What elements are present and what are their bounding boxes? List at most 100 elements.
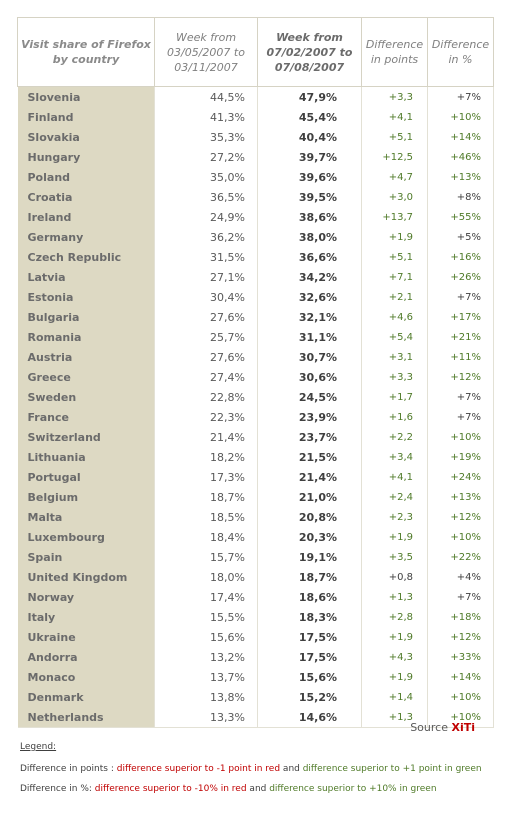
firefox-share-table: Visit share of Firefox by country Week f… [17,17,494,728]
table-row: Belgium 18,7% 21,0% +2,4 +13% [17,487,494,507]
cell-week2: 36,6% [257,247,362,267]
cell-diff-pct: +22% [427,547,494,567]
legend-points-green: difference superior to +1 point in green [302,764,482,774]
cell-week1: 36,5% [154,187,258,207]
cell-week1: 41,3% [154,107,258,127]
legend-pct-red: difference superior to -10% in red [94,784,247,794]
cell-week2: 19,1% [257,547,362,567]
cell-week1: 17,3% [154,467,258,487]
cell-diff-points: +2,4 [361,487,428,507]
cell-country: Austria [17,347,155,367]
cell-week2: 39,5% [257,187,362,207]
cell-country: Malta [17,507,155,527]
cell-diff-points: +2,8 [361,607,428,627]
cell-week2: 20,8% [257,507,362,527]
cell-country: Switzerland [17,427,155,447]
cell-diff-points: +1,9 [361,527,428,547]
cell-diff-points: +1,4 [361,687,428,707]
cell-diff-points: +3,3 [361,86,428,107]
table-row: Slovenia 44,5% 47,9% +3,3 +7% [17,86,494,107]
cell-diff-points: +1,9 [361,627,428,647]
cell-week1: 44,5% [154,86,258,107]
cell-week1: 17,4% [154,587,258,607]
cell-week2: 47,9% [257,86,362,107]
cell-diff-pct: +10% [427,687,494,707]
cell-diff-points: +3,5 [361,547,428,567]
cell-week2: 21,5% [257,447,362,467]
cell-country: Andorra [17,647,155,667]
source-brand: XiTi [451,721,475,734]
cell-week1: 15,7% [154,547,258,567]
cell-week1: 21,4% [154,427,258,447]
cell-diff-pct: +10% [427,107,494,127]
cell-diff-points: +1,3 [361,587,428,607]
legend-title: Legend: [20,742,57,752]
cell-country: France [17,407,155,427]
cell-diff-pct: +12% [427,367,494,387]
cell-week1: 18,0% [154,567,258,587]
table-row: Monaco 13,7% 15,6% +1,9 +14% [17,667,494,687]
cell-week2: 14,6% [257,707,362,728]
cell-week2: 23,9% [257,407,362,427]
cell-diff-points: +1,9 [361,667,428,687]
legend-line-points: Difference in points : difference superi… [20,764,482,774]
legend-pct-green: difference superior to +10% in green [269,784,437,794]
cell-diff-points: +7,1 [361,267,428,287]
cell-week2: 38,6% [257,207,362,227]
cell-diff-pct: +12% [427,507,494,527]
cell-diff-pct: +21% [427,327,494,347]
cell-week2: 39,7% [257,147,362,167]
cell-week1: 13,7% [154,667,258,687]
cell-diff-pct: +7% [427,287,494,307]
cell-diff-pct: +55% [427,207,494,227]
cell-week2: 34,2% [257,267,362,287]
table-row: Ukraine 15,6% 17,5% +1,9 +12% [17,627,494,647]
cell-diff-points: +4,3 [361,647,428,667]
cell-week2: 17,5% [257,647,362,667]
cell-diff-pct: +10% [427,527,494,547]
table-row: Finland 41,3% 45,4% +4,1 +10% [17,107,494,127]
cell-country: Monaco [17,667,155,687]
source-credit: Source XiTi [17,721,475,734]
table-row: Spain 15,7% 19,1% +3,5 +22% [17,547,494,567]
cell-diff-points: +3,1 [361,347,428,367]
cell-diff-pct: +7% [427,407,494,427]
table-row: Sweden 22,8% 24,5% +1,7 +7% [17,387,494,407]
legend-pct-and: and [246,784,270,794]
table-row: Croatia 36,5% 39,5% +3,0 +8% [17,187,494,207]
table-row: Lithuania 18,2% 21,5% +3,4 +19% [17,447,494,467]
table-body: Slovenia 44,5% 47,9% +3,3 +7% Finland 41,3% 45,… [17,86,494,728]
cell-diff-pct: +7% [427,387,494,407]
legend-points-red: difference superior to -1 point in red [116,764,281,774]
table-row: United Kingdom 18,0% 18,7% +0,8 +4% [17,567,494,587]
cell-week2: 20,3% [257,527,362,547]
cell-country: Hungary [17,147,155,167]
cell-diff-pct: +10% [427,427,494,447]
cell-country: Luxembourg [17,527,155,547]
cell-week1: 18,4% [154,527,258,547]
cell-week1: 13,2% [154,647,258,667]
table-row: Latvia 27,1% 34,2% +7,1 +26% [17,267,494,287]
cell-diff-pct: +5% [427,227,494,247]
header-diff-points: Difference in points [361,17,428,87]
cell-country: Germany [17,227,155,247]
cell-week2: 30,6% [257,367,362,387]
cell-diff-pct: +7% [427,86,494,107]
cell-week2: 32,1% [257,307,362,327]
cell-diff-points: +5,1 [361,127,428,147]
cell-week2: 17,5% [257,627,362,647]
cell-week2: 24,5% [257,387,362,407]
header-week2: Week from 07/02/2007 to 07/08/2007 [257,17,362,87]
cell-diff-points: +1,6 [361,407,428,427]
table-row: France 22,3% 23,9% +1,6 +7% [17,407,494,427]
cell-week2: 32,6% [257,287,362,307]
cell-country: Sweden [17,387,155,407]
cell-diff-points: +12,5 [361,147,428,167]
cell-diff-pct: +16% [427,247,494,267]
cell-diff-points: +3,3 [361,367,428,387]
table-row: Romania 25,7% 31,1% +5,4 +21% [17,327,494,347]
legend-line-pct: Difference in %: difference superior to … [20,784,437,794]
cell-diff-points: +2,1 [361,287,428,307]
table-row: Poland 35,0% 39,6% +4,7 +13% [17,167,494,187]
cell-week1: 24,9% [154,207,258,227]
